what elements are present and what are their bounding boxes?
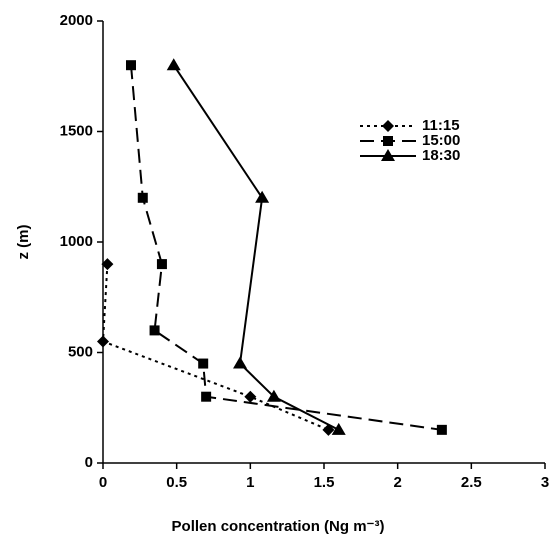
- series-line: [129, 65, 443, 431]
- y-tick-label: 1500: [60, 122, 93, 139]
- x-tick-label: 3: [541, 474, 549, 491]
- marker: [255, 190, 270, 203]
- x-tick-label: 2: [393, 474, 401, 491]
- x-tick-label: 1.5: [314, 474, 335, 491]
- axes: [102, 21, 545, 464]
- marker: [198, 358, 209, 369]
- marker: [137, 192, 148, 203]
- marker: [166, 58, 181, 71]
- series-line: [101, 264, 329, 431]
- legend-label: 11:15: [422, 117, 460, 134]
- marker: [244, 390, 257, 403]
- marker: [97, 335, 109, 348]
- legend-marker: [381, 149, 395, 161]
- legend-marker: [382, 120, 394, 132]
- marker: [266, 389, 281, 402]
- y-tick-label: 0: [85, 454, 93, 471]
- x-tick-label: 0: [99, 474, 107, 491]
- y-tick-label: 2000: [60, 12, 93, 29]
- x-axis-label: Pollen concentration (Ng m⁻³): [172, 518, 385, 535]
- marker: [233, 356, 248, 369]
- series-line: [172, 64, 340, 431]
- marker: [156, 259, 167, 270]
- marker: [149, 325, 160, 336]
- y-tick-label: 500: [68, 343, 93, 360]
- marker: [101, 258, 114, 271]
- legend-label: 15:00: [422, 132, 460, 149]
- x-tick-label: 2.5: [461, 474, 482, 491]
- marker: [201, 391, 212, 402]
- legend-label: 18:30: [422, 147, 460, 164]
- x-tick-label: 0.5: [166, 474, 187, 491]
- y-tick-label: 1000: [60, 233, 93, 250]
- x-tick-label: 1: [246, 474, 254, 491]
- marker: [331, 422, 346, 435]
- legend-marker: [383, 136, 393, 146]
- marker: [436, 424, 447, 435]
- marker: [125, 60, 136, 71]
- y-axis-label: z (m): [15, 225, 32, 260]
